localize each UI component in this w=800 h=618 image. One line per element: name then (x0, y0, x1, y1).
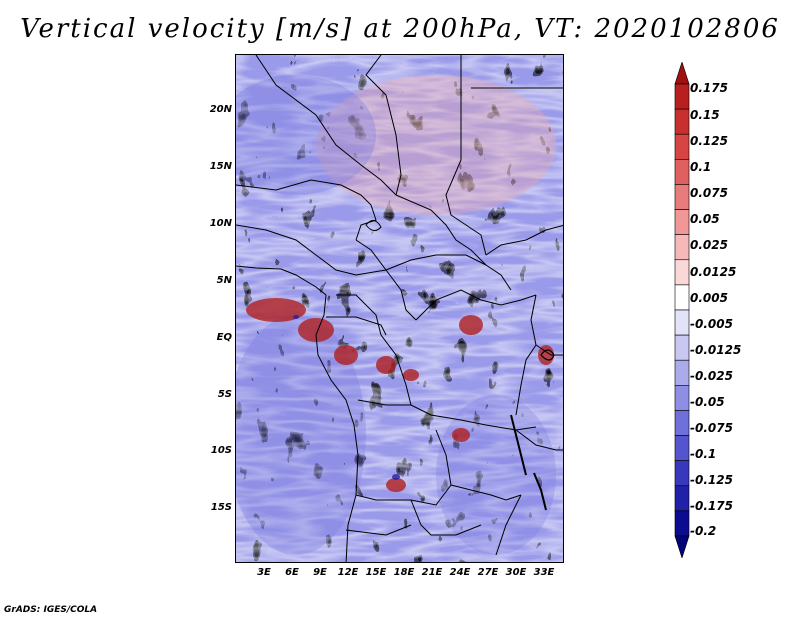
lon-label-33e: 33E (533, 567, 555, 578)
colorbar-segment (674, 535, 690, 558)
colorbar-label: -0.05 (690, 395, 725, 409)
lon-label-21e: 21E (421, 567, 443, 578)
colorbar-segment (674, 184, 690, 210)
colorbar-label: 0.05 (690, 212, 720, 226)
map-title: Vertical velocity [m/s] at 200hPa, VT: 2… (20, 14, 780, 44)
lon-label-18e: 18E (393, 567, 415, 578)
lon-label-9e: 9E (313, 567, 327, 578)
colorbar-label: 0.1 (690, 160, 712, 174)
lon-label-24e: 24E (449, 567, 471, 578)
colorbar-label: -0.025 (690, 369, 733, 383)
colorbar-segment (674, 259, 690, 286)
colorbar-label: 0.125 (690, 134, 728, 148)
colorbar (674, 62, 690, 558)
lat-label-15s: 15S (210, 502, 232, 513)
lat-label-5n: 5N (216, 275, 232, 286)
colorbar-segment (674, 284, 690, 311)
lat-label-eq: EQ (216, 332, 232, 343)
colorbar-segment (674, 359, 690, 386)
lon-label-27e: 27E (477, 567, 499, 578)
lat-label-15n: 15N (209, 161, 232, 172)
colorbar-segment (674, 108, 690, 135)
colorbar-label: -0.075 (690, 421, 733, 435)
country-borders (236, 55, 563, 562)
colorbar-segment (674, 209, 690, 235)
map-area (235, 54, 564, 563)
colorbar-label: -0.005 (690, 317, 733, 331)
colorbar-segment (674, 133, 690, 160)
colorbar-label: 0.075 (690, 186, 728, 200)
lon-label-6e: 6E (285, 567, 299, 578)
colorbar-segment (674, 385, 690, 411)
credit-text: GrADS: IGES/COLA (4, 605, 98, 615)
colorbar-segment (674, 62, 690, 85)
lat-label-20n: 20N (209, 104, 232, 115)
colorbar-label: -0.175 (690, 499, 733, 513)
colorbar-label: -0.125 (690, 473, 733, 487)
colorbar-label: 0.175 (690, 81, 728, 95)
lat-label-10s: 10S (210, 445, 232, 456)
lon-label-15e: 15E (365, 567, 387, 578)
lat-label-10n: 10N (209, 218, 232, 229)
lat-label-5s: 5S (217, 389, 232, 400)
colorbar-segment (674, 159, 690, 185)
colorbar-segment (674, 510, 690, 537)
colorbar-label: 0.025 (690, 238, 728, 252)
lon-label-30e: 30E (505, 567, 527, 578)
colorbar-segment (674, 234, 690, 261)
colorbar-segment (674, 435, 690, 461)
lon-label-3e: 3E (257, 567, 271, 578)
colorbar-label: 0.15 (690, 108, 720, 122)
vertical-velocity-field (236, 55, 563, 562)
colorbar-segment (674, 410, 690, 436)
colorbar-label: 0.0125 (690, 265, 737, 279)
colorbar-segment (674, 334, 690, 361)
colorbar-label: -0.0125 (690, 343, 742, 357)
colorbar-label: 0.005 (690, 291, 728, 305)
colorbar-segment (674, 460, 690, 487)
colorbar-segment (674, 83, 690, 110)
colorbar-label: -0.1 (690, 447, 717, 461)
lon-label-12e: 12E (337, 567, 359, 578)
colorbar-segment (674, 309, 690, 336)
colorbar-label: -0.2 (690, 524, 717, 538)
colorbar-segment (674, 485, 690, 512)
